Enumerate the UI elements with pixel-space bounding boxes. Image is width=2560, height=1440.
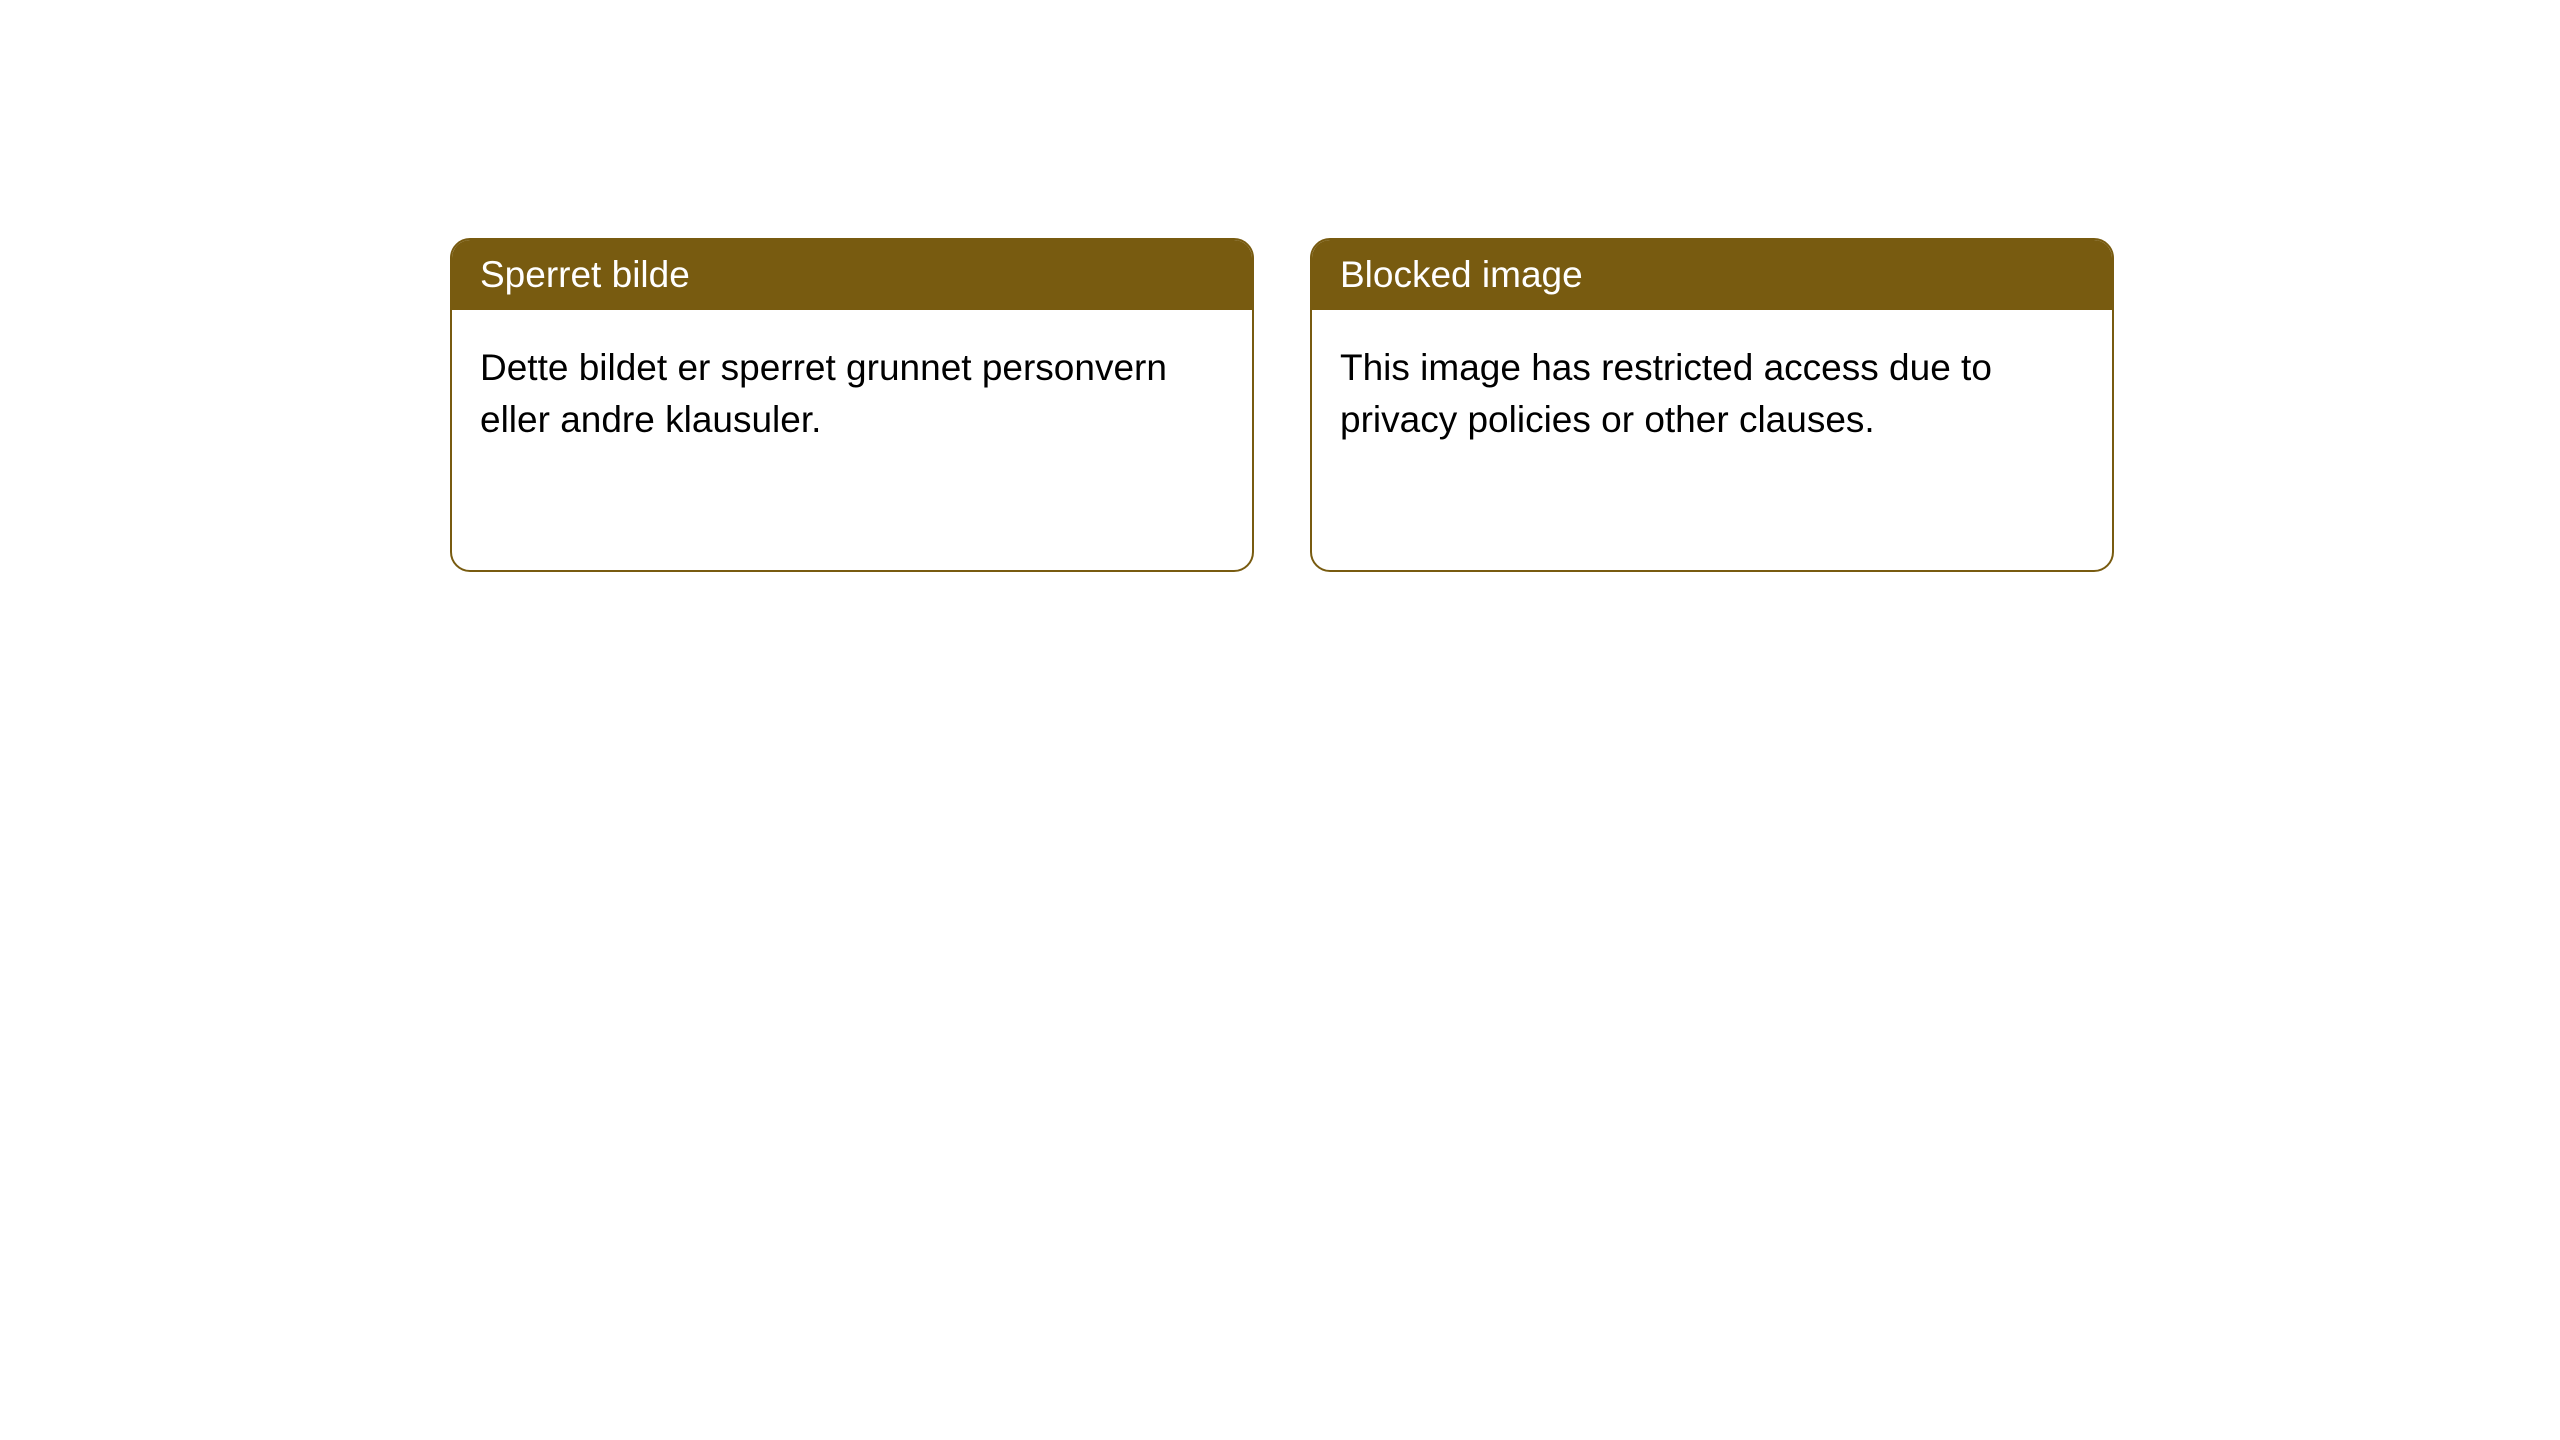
card-body: Dette bildet er sperret grunnet personve… bbox=[452, 310, 1252, 478]
card-body-text: Dette bildet er sperret grunnet personve… bbox=[480, 347, 1167, 440]
card-title: Blocked image bbox=[1340, 254, 1583, 295]
blocked-image-card-no: Sperret bilde Dette bildet er sperret gr… bbox=[450, 238, 1254, 572]
card-header: Sperret bilde bbox=[452, 240, 1252, 310]
card-header: Blocked image bbox=[1312, 240, 2112, 310]
blocked-image-card-en: Blocked image This image has restricted … bbox=[1310, 238, 2114, 572]
card-body: This image has restricted access due to … bbox=[1312, 310, 2112, 478]
card-body-text: This image has restricted access due to … bbox=[1340, 347, 1992, 440]
notice-cards-container: Sperret bilde Dette bildet er sperret gr… bbox=[0, 0, 2560, 572]
card-title: Sperret bilde bbox=[480, 254, 690, 295]
